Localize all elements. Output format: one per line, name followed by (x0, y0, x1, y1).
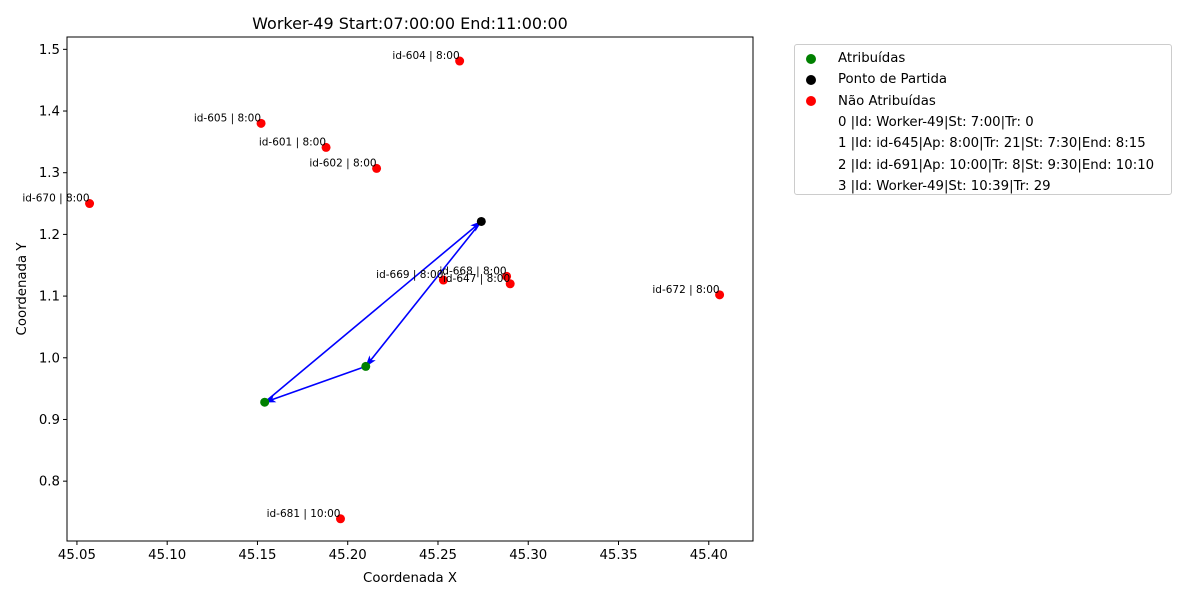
legend-marker (806, 181, 816, 191)
data-point (438, 275, 448, 285)
y-tick-label: 1.3 (39, 166, 60, 181)
legend-item: 3 |Id: Worker-49|St: 10:39|Tr: 29 (795, 176, 1051, 197)
data-point (502, 271, 512, 281)
legend-item: 1 |Id: id-645|Ap: 8:00|Tr: 21|St: 7:30|E… (795, 133, 1146, 154)
data-point (260, 397, 270, 407)
legend-label: 1 |Id: id-645|Ap: 8:00|Tr: 21|St: 7:30|E… (838, 136, 1146, 152)
point-label: id-605 | 8:00 (194, 112, 261, 124)
legend-item: Atribuídas (795, 48, 905, 69)
legend-label: Ponto de Partida (838, 72, 948, 88)
data-point (335, 514, 345, 524)
y-tick-label: 1.0 (39, 351, 60, 366)
legend-label: 3 |Id: Worker-49|St: 10:39|Tr: 29 (838, 178, 1051, 194)
legend: Atribuídas Ponto de Partida Não Atribuídas… (794, 44, 1172, 195)
x-tick-label: 45.35 (599, 548, 637, 563)
data-point (321, 142, 331, 152)
y-tick-label: 1.2 (39, 228, 60, 243)
legend-marker (806, 117, 816, 127)
legend-marker (806, 160, 816, 170)
y-axis-label: Coordenada Y (15, 242, 30, 336)
point-label: id-672 | 8:00 (652, 284, 719, 296)
y-tick-label: 0.9 (39, 413, 60, 428)
data-point (715, 290, 725, 300)
route-arrow (365, 220, 482, 368)
point-label: id-669 | 8:00 (376, 269, 443, 281)
point-label: id-670 | 8:00 (22, 193, 89, 205)
y-tick-label: 1.1 (39, 290, 60, 305)
x-tick-label: 45.30 (509, 548, 547, 563)
point-label: id-668 | 8:00 (439, 265, 506, 277)
x-tick-label: 45.15 (238, 548, 276, 563)
data-point (361, 361, 371, 371)
y-tick-label: 1.5 (39, 43, 60, 58)
legend-label: Atribuídas (838, 51, 906, 66)
data-point (455, 56, 465, 66)
legend-item: Ponto de Partida (795, 69, 947, 90)
data-point (476, 216, 486, 226)
y-tick-label: 1.4 (39, 105, 60, 120)
x-axis-label: Coordenada X (363, 571, 457, 586)
x-tick-label: 45.10 (148, 548, 186, 563)
legend-label: Não Atribuídas (838, 93, 936, 109)
point-label: id-604 | 8:00 (392, 50, 459, 62)
x-tick-label: 45.20 (329, 548, 367, 563)
legend-marker (806, 96, 816, 107)
point-label: id-601 | 8:00 (259, 136, 326, 148)
point-label: id-647 | 8:00 (443, 273, 510, 285)
plot-area: 45.05 45.10 45.15 45.20 45.25 45.30 45.35 45.40… (22, 43, 727, 563)
x-tick-label: 45.25 (419, 548, 457, 563)
legend-item: Não Atribuídas (795, 91, 936, 112)
legend-marker (806, 139, 816, 149)
point-label: id-602 | 8:00 (309, 157, 376, 169)
legend-marker (806, 53, 816, 64)
x-tick-label: 45.05 (58, 548, 96, 563)
legend-label: 0 |Id: Worker-49|St: 7:00|Tr: 0 (838, 114, 1034, 130)
data-point (505, 279, 515, 289)
y-tick-label: 0.8 (39, 475, 60, 490)
data-point (85, 199, 95, 209)
route-arrow (263, 365, 367, 403)
plot-frame (66, 36, 754, 542)
data-point (256, 118, 266, 128)
legend-item: 0 |Id: Worker-49|St: 7:00|Tr: 0 (795, 112, 1034, 133)
legend-item: 2 |Id: id-691|Ap: 10:00|Tr: 8|St: 9:30|E… (795, 155, 1154, 176)
data-point (372, 163, 382, 173)
route-arrow (264, 220, 483, 403)
x-tick-label: 45.40 (690, 548, 728, 563)
legend-marker (806, 74, 816, 85)
legend-label: 2 |Id: id-691|Ap: 10:00|Tr: 8|St: 9:30|E… (838, 157, 1155, 173)
chart-title: Worker-49 Start:07:00:00 End:11:00:00 (252, 14, 568, 33)
point-label: id-681 | 10:00 (267, 508, 341, 520)
